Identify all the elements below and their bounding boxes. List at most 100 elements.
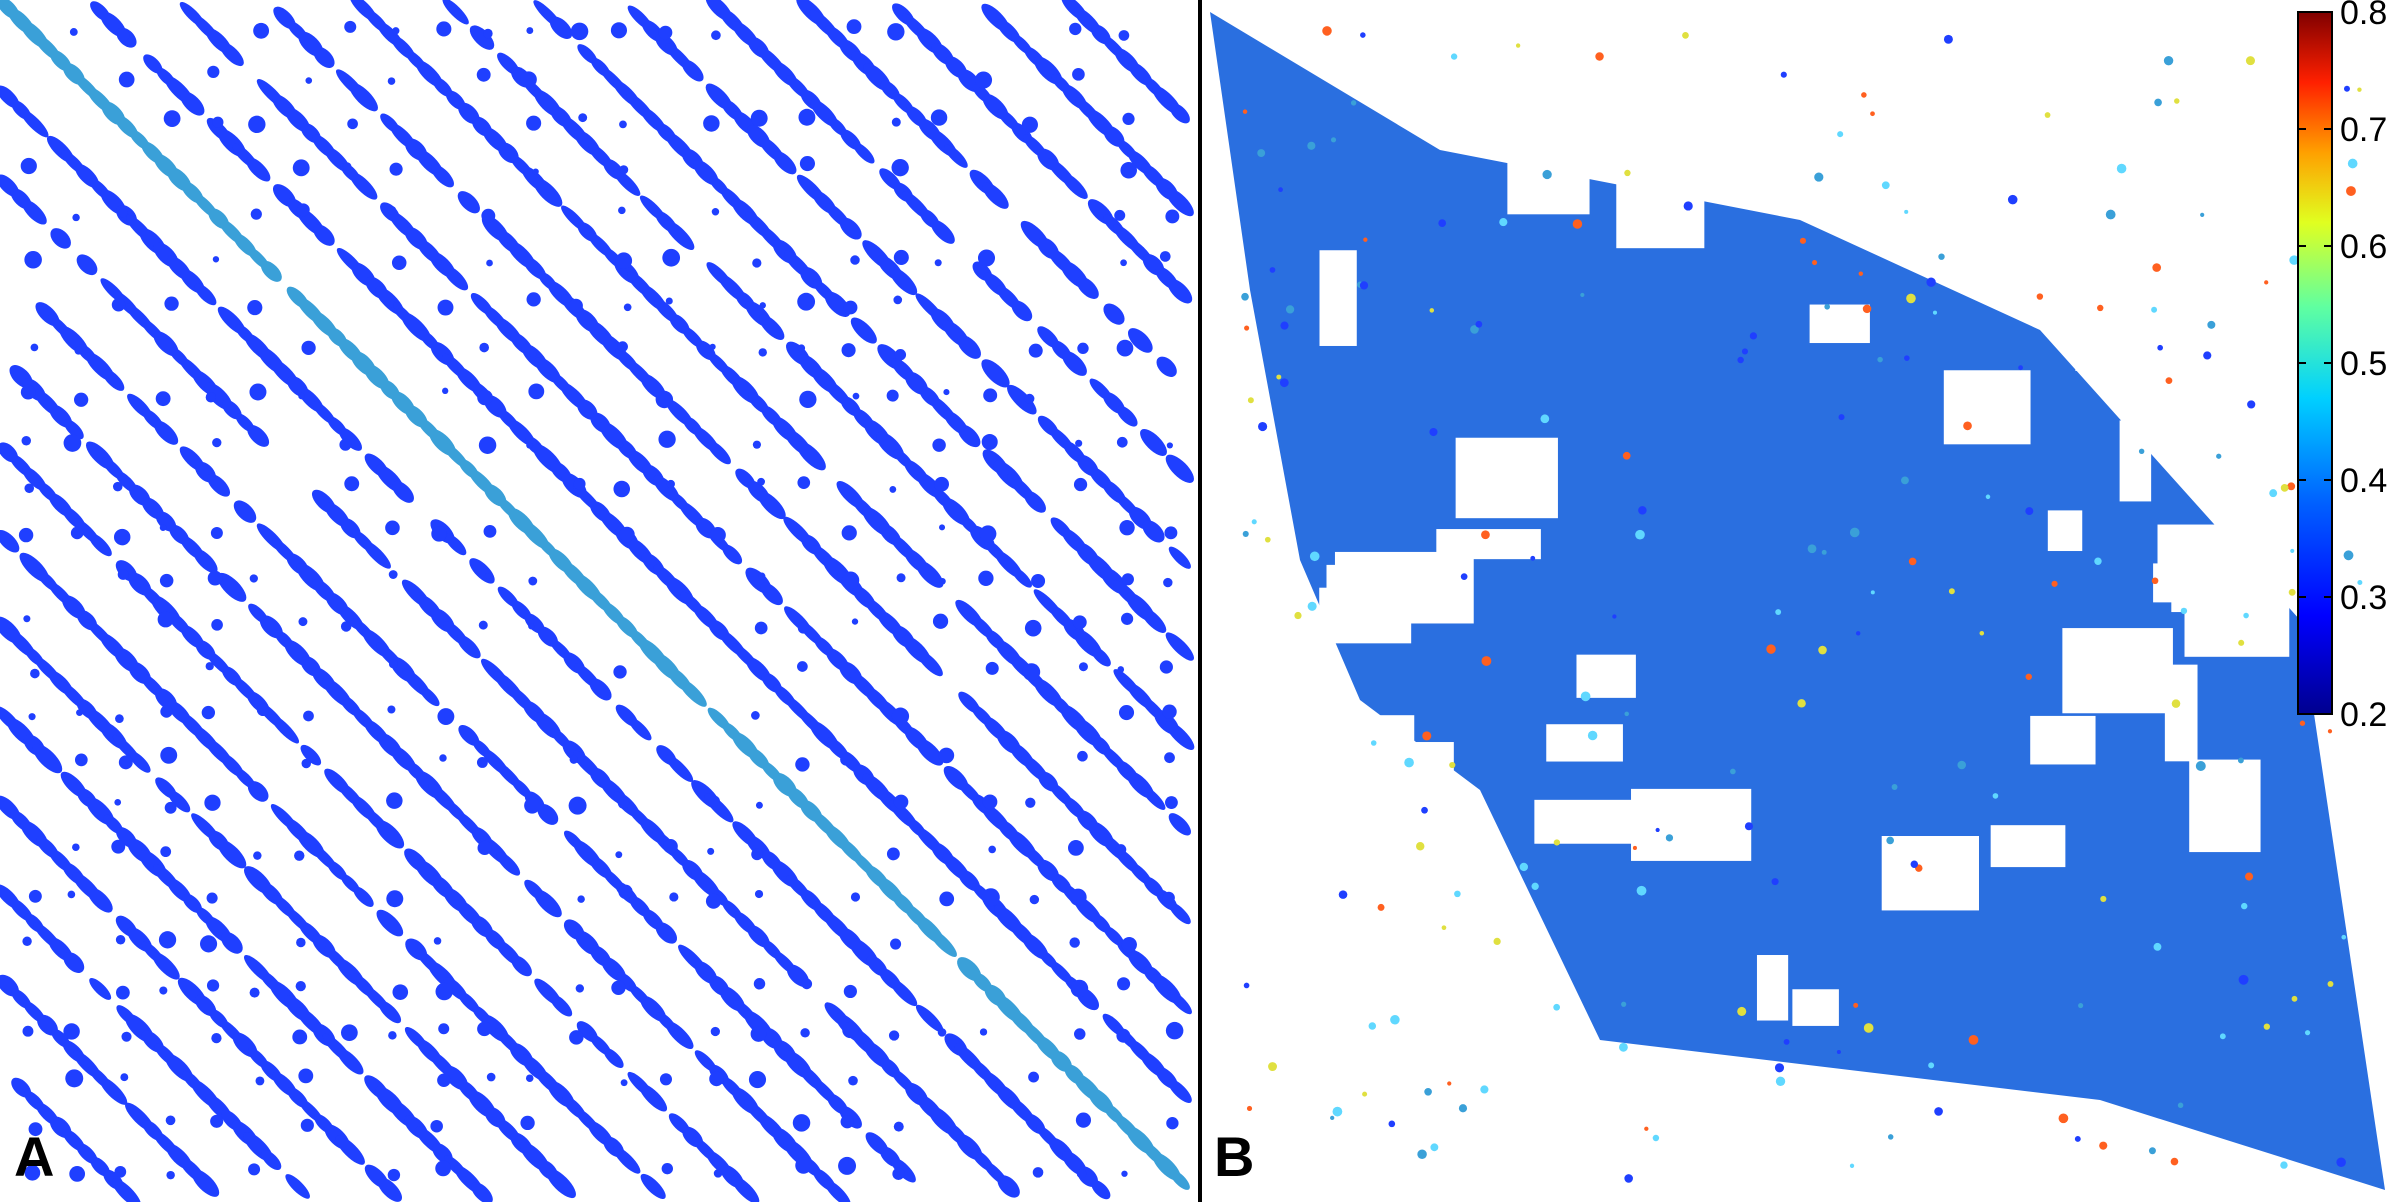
contact-mark (24, 1164, 41, 1181)
contact-mark (191, 1169, 220, 1197)
contact-mark (758, 572, 766, 580)
contact-mark (1165, 796, 1178, 809)
contact-mark (362, 540, 391, 569)
contact-mark (1447, 1081, 1452, 1086)
contact-mark (481, 208, 496, 223)
contact-mark (212, 256, 220, 263)
empty-block (1756, 955, 1789, 1021)
contact-mark (655, 922, 678, 944)
contact-mark (611, 980, 626, 995)
contact-mark (2263, 1023, 2270, 1030)
contact-mark (1632, 845, 1637, 850)
contact-mark (916, 649, 943, 677)
contact-mark (67, 890, 76, 899)
contact-mark (1519, 862, 1529, 872)
contact-mark (528, 383, 545, 400)
contact-mark (1881, 181, 1890, 190)
contact-mark (1128, 328, 1153, 353)
contact-mark (22, 1025, 34, 1037)
contact-mark (113, 528, 131, 546)
contact-mark (525, 1074, 534, 1082)
contact-mark (2099, 1141, 2108, 1150)
contact-mark (344, 20, 357, 33)
contact-mark (1587, 730, 1598, 741)
contact-mark (839, 217, 862, 240)
empty-block (1809, 304, 1870, 344)
contact-mark (757, 477, 765, 486)
contact-mark (1624, 1174, 1633, 1183)
contact-mark (797, 344, 806, 352)
contact-mark (957, 335, 981, 359)
contact-mark (1167, 989, 1192, 1015)
contact-mark (28, 889, 42, 903)
contact-mark (1612, 614, 1617, 619)
contact-mark (2347, 158, 2358, 169)
contact-mark (520, 1115, 535, 1131)
empty-block (2030, 715, 2096, 765)
contact-mark (117, 569, 129, 580)
contact-mark (1332, 1106, 1343, 1117)
contact-mark (533, 177, 563, 207)
contact-mark (1159, 251, 1171, 262)
contact-mark (2357, 87, 2362, 92)
contact-mark (165, 1115, 176, 1126)
contact-mark (2148, 1147, 2156, 1155)
contact-mark (2327, 729, 2333, 734)
contact-mark (841, 525, 857, 541)
contact-mark (2025, 673, 2032, 680)
contact-mark (890, 938, 902, 950)
contact-mark (524, 797, 541, 814)
contact-mark (477, 840, 492, 856)
contact-mark (1007, 384, 1037, 415)
contact-mark (934, 259, 942, 267)
contact-mark (1269, 267, 1276, 273)
contact-mark (1619, 1042, 1628, 1052)
contact-mark (298, 392, 305, 400)
contact-mark (526, 115, 542, 131)
empty-block (1576, 654, 1636, 698)
contact-mark (750, 1026, 767, 1042)
contact-mark (1072, 68, 1085, 81)
contact-mark (484, 572, 491, 580)
contact-mark (300, 1118, 314, 1132)
contact-mark (386, 792, 403, 809)
contact-mark (201, 705, 216, 720)
contact-mark (755, 801, 763, 809)
contact-mark (978, 570, 994, 586)
contact-mark (1075, 439, 1083, 447)
contact-mark (640, 1173, 666, 1199)
contact-mark (1159, 660, 1173, 674)
contact-mark (1268, 1062, 1278, 1072)
contact-mark (1307, 141, 1316, 150)
contact-mark (1430, 1143, 1439, 1152)
contact-mark (799, 390, 817, 409)
contact-mark (1028, 1071, 1039, 1083)
contact-mark (111, 839, 126, 854)
contact-mark (1241, 292, 1249, 301)
contact-mark (496, 852, 521, 876)
contact-mark (891, 707, 910, 725)
contact-mark (233, 500, 257, 523)
contact-mark (893, 249, 909, 265)
contact-mark (1542, 169, 1552, 180)
contact-mark (1330, 1115, 1335, 1121)
contact-mark (1307, 601, 1317, 611)
panel-a-contact-marks (0, 0, 1195, 1202)
contact-mark (1766, 644, 1776, 654)
contact-mark (1078, 662, 1088, 672)
contact-mark (1247, 397, 1254, 404)
contact-mark (1861, 92, 1867, 98)
contact-mark (1164, 752, 1175, 764)
contact-mark (1103, 303, 1125, 325)
contact-mark (2163, 55, 2174, 66)
contact-mark (707, 847, 715, 855)
contact-mark (88, 532, 112, 557)
contact-mark (249, 383, 267, 401)
contact-mark (112, 481, 123, 492)
contact-mark (1540, 414, 1550, 424)
contact-mark (1904, 209, 1909, 214)
contact-mark (457, 191, 480, 214)
contact-mark (433, 937, 442, 945)
contact-mark (1799, 237, 1807, 244)
contact-mark (750, 109, 768, 127)
